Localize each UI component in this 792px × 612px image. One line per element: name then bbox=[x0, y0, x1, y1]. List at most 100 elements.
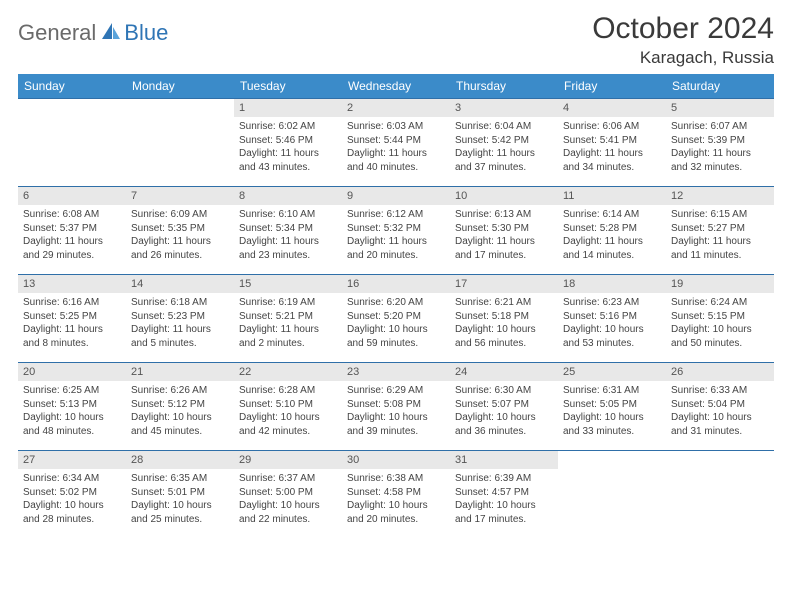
sunrise-text: Sunrise: 6:28 AM bbox=[239, 384, 337, 398]
sunrise-text: Sunrise: 6:18 AM bbox=[131, 296, 229, 310]
sunrise-text: Sunrise: 6:29 AM bbox=[347, 384, 445, 398]
sunrise-text: Sunrise: 6:12 AM bbox=[347, 208, 445, 222]
day-number: 18 bbox=[558, 275, 666, 293]
sunset-text: Sunset: 5:46 PM bbox=[239, 134, 337, 148]
day-number: 30 bbox=[342, 451, 450, 469]
sunset-text: Sunset: 5:44 PM bbox=[347, 134, 445, 148]
day-header: Thursday bbox=[450, 74, 558, 99]
daylight-text-1: Daylight: 11 hours bbox=[563, 147, 661, 161]
daylight-text-1: Daylight: 11 hours bbox=[563, 235, 661, 249]
daylight-text-1: Daylight: 10 hours bbox=[455, 411, 553, 425]
calendar-table: Sunday Monday Tuesday Wednesday Thursday… bbox=[18, 74, 774, 539]
daylight-text-1: Daylight: 11 hours bbox=[23, 323, 121, 337]
calendar-day-cell: 19Sunrise: 6:24 AMSunset: 5:15 PMDayligh… bbox=[666, 275, 774, 363]
sunset-text: Sunset: 5:21 PM bbox=[239, 310, 337, 324]
day-number: 16 bbox=[342, 275, 450, 293]
calendar-day-cell: 11Sunrise: 6:14 AMSunset: 5:28 PMDayligh… bbox=[558, 187, 666, 275]
daylight-text-1: Daylight: 10 hours bbox=[347, 323, 445, 337]
sunset-text: Sunset: 5:13 PM bbox=[23, 398, 121, 412]
sunrise-text: Sunrise: 6:04 AM bbox=[455, 120, 553, 134]
sunrise-text: Sunrise: 6:34 AM bbox=[23, 472, 121, 486]
day-data: Sunrise: 6:33 AMSunset: 5:04 PMDaylight:… bbox=[666, 381, 774, 444]
sunset-text: Sunset: 5:16 PM bbox=[563, 310, 661, 324]
calendar-day-cell: 2Sunrise: 6:03 AMSunset: 5:44 PMDaylight… bbox=[342, 99, 450, 187]
day-number: 22 bbox=[234, 363, 342, 381]
sunset-text: Sunset: 5:34 PM bbox=[239, 222, 337, 236]
daylight-text-2: and 33 minutes. bbox=[563, 425, 661, 439]
daylight-text-1: Daylight: 11 hours bbox=[131, 235, 229, 249]
day-data: Sunrise: 6:34 AMSunset: 5:02 PMDaylight:… bbox=[18, 469, 126, 532]
daylight-text-2: and 22 minutes. bbox=[239, 513, 337, 527]
calendar-day-cell: 18Sunrise: 6:23 AMSunset: 5:16 PMDayligh… bbox=[558, 275, 666, 363]
daylight-text-1: Daylight: 11 hours bbox=[239, 323, 337, 337]
calendar-day-cell: 22Sunrise: 6:28 AMSunset: 5:10 PMDayligh… bbox=[234, 363, 342, 451]
sunset-text: Sunset: 5:37 PM bbox=[23, 222, 121, 236]
daylight-text-2: and 37 minutes. bbox=[455, 161, 553, 175]
daylight-text-2: and 17 minutes. bbox=[455, 249, 553, 263]
day-number: 3 bbox=[450, 99, 558, 117]
day-header: Friday bbox=[558, 74, 666, 99]
sunset-text: Sunset: 5:05 PM bbox=[563, 398, 661, 412]
daylight-text-1: Daylight: 11 hours bbox=[239, 235, 337, 249]
sunset-text: Sunset: 5:41 PM bbox=[563, 134, 661, 148]
daylight-text-1: Daylight: 10 hours bbox=[671, 323, 769, 337]
sunrise-text: Sunrise: 6:31 AM bbox=[563, 384, 661, 398]
daylight-text-2: and 25 minutes. bbox=[131, 513, 229, 527]
daylight-text-2: and 8 minutes. bbox=[23, 337, 121, 351]
calendar-day-cell: 5Sunrise: 6:07 AMSunset: 5:39 PMDaylight… bbox=[666, 99, 774, 187]
sunset-text: Sunset: 5:23 PM bbox=[131, 310, 229, 324]
day-data: Sunrise: 6:28 AMSunset: 5:10 PMDaylight:… bbox=[234, 381, 342, 444]
calendar-day-cell: 1Sunrise: 6:02 AMSunset: 5:46 PMDaylight… bbox=[234, 99, 342, 187]
sunrise-text: Sunrise: 6:23 AM bbox=[563, 296, 661, 310]
sunset-text: Sunset: 5:02 PM bbox=[23, 486, 121, 500]
sunrise-text: Sunrise: 6:38 AM bbox=[347, 472, 445, 486]
day-data: Sunrise: 6:21 AMSunset: 5:18 PMDaylight:… bbox=[450, 293, 558, 356]
location-label: Karagach, Russia bbox=[592, 48, 774, 68]
daylight-text-2: and 36 minutes. bbox=[455, 425, 553, 439]
day-number: 21 bbox=[126, 363, 234, 381]
sunrise-text: Sunrise: 6:19 AM bbox=[239, 296, 337, 310]
sunset-text: Sunset: 5:07 PM bbox=[455, 398, 553, 412]
sunrise-text: Sunrise: 6:06 AM bbox=[563, 120, 661, 134]
day-number: 13 bbox=[18, 275, 126, 293]
logo-text-blue: Blue bbox=[124, 20, 168, 46]
day-data: Sunrise: 6:35 AMSunset: 5:01 PMDaylight:… bbox=[126, 469, 234, 532]
day-data: Sunrise: 6:20 AMSunset: 5:20 PMDaylight:… bbox=[342, 293, 450, 356]
day-data: Sunrise: 6:02 AMSunset: 5:46 PMDaylight:… bbox=[234, 117, 342, 180]
sunset-text: Sunset: 5:35 PM bbox=[131, 222, 229, 236]
day-number: 19 bbox=[666, 275, 774, 293]
day-data: Sunrise: 6:15 AMSunset: 5:27 PMDaylight:… bbox=[666, 205, 774, 268]
day-data: Sunrise: 6:29 AMSunset: 5:08 PMDaylight:… bbox=[342, 381, 450, 444]
daylight-text-2: and 59 minutes. bbox=[347, 337, 445, 351]
daylight-text-1: Daylight: 10 hours bbox=[23, 499, 121, 513]
day-data: Sunrise: 6:39 AMSunset: 4:57 PMDaylight:… bbox=[450, 469, 558, 532]
sunrise-text: Sunrise: 6:08 AM bbox=[23, 208, 121, 222]
daylight-text-2: and 39 minutes. bbox=[347, 425, 445, 439]
day-header: Monday bbox=[126, 74, 234, 99]
calendar-day-cell: 13Sunrise: 6:16 AMSunset: 5:25 PMDayligh… bbox=[18, 275, 126, 363]
daylight-text-1: Daylight: 10 hours bbox=[455, 499, 553, 513]
sunrise-text: Sunrise: 6:14 AM bbox=[563, 208, 661, 222]
calendar-day-cell: 27Sunrise: 6:34 AMSunset: 5:02 PMDayligh… bbox=[18, 451, 126, 539]
daylight-text-1: Daylight: 11 hours bbox=[671, 235, 769, 249]
calendar-day-cell: 26Sunrise: 6:33 AMSunset: 5:04 PMDayligh… bbox=[666, 363, 774, 451]
daylight-text-2: and 5 minutes. bbox=[131, 337, 229, 351]
calendar-week-row: 6Sunrise: 6:08 AMSunset: 5:37 PMDaylight… bbox=[18, 187, 774, 275]
day-number: 20 bbox=[18, 363, 126, 381]
daylight-text-2: and 32 minutes. bbox=[671, 161, 769, 175]
calendar-week-row: 1Sunrise: 6:02 AMSunset: 5:46 PMDaylight… bbox=[18, 99, 774, 187]
day-number: 17 bbox=[450, 275, 558, 293]
sunrise-text: Sunrise: 6:26 AM bbox=[131, 384, 229, 398]
page-title: October 2024 bbox=[592, 12, 774, 46]
daylight-text-2: and 50 minutes. bbox=[671, 337, 769, 351]
calendar-day-cell: 6Sunrise: 6:08 AMSunset: 5:37 PMDaylight… bbox=[18, 187, 126, 275]
daylight-text-2: and 43 minutes. bbox=[239, 161, 337, 175]
logo-text-general: General bbox=[18, 20, 96, 46]
day-data: Sunrise: 6:19 AMSunset: 5:21 PMDaylight:… bbox=[234, 293, 342, 356]
daylight-text-2: and 20 minutes. bbox=[347, 249, 445, 263]
sunset-text: Sunset: 5:12 PM bbox=[131, 398, 229, 412]
sunset-text: Sunset: 5:08 PM bbox=[347, 398, 445, 412]
day-header-row: Sunday Monday Tuesday Wednesday Thursday… bbox=[18, 74, 774, 99]
sunrise-text: Sunrise: 6:37 AM bbox=[239, 472, 337, 486]
day-data: Sunrise: 6:12 AMSunset: 5:32 PMDaylight:… bbox=[342, 205, 450, 268]
